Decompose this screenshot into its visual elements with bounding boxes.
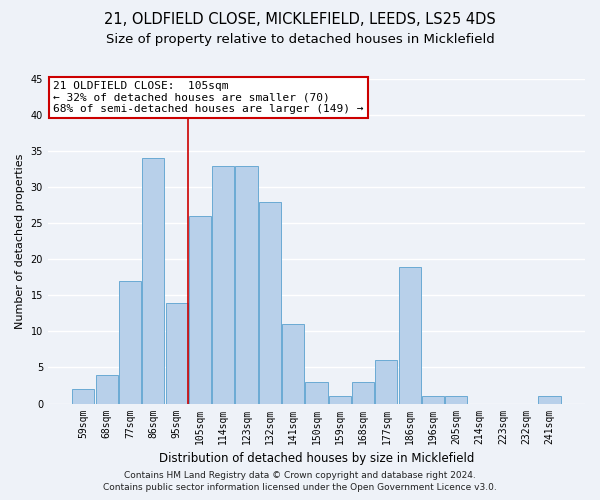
X-axis label: Distribution of detached houses by size in Micklefield: Distribution of detached houses by size … [159, 452, 474, 465]
Bar [235, 166, 257, 404]
Bar [259, 202, 281, 404]
Bar [119, 281, 141, 404]
Bar [329, 396, 351, 404]
Bar [95, 374, 118, 404]
Bar [538, 396, 560, 404]
Bar [398, 266, 421, 404]
Bar [212, 166, 235, 404]
Text: Size of property relative to detached houses in Micklefield: Size of property relative to detached ho… [106, 32, 494, 46]
Y-axis label: Number of detached properties: Number of detached properties [15, 154, 25, 329]
Bar [422, 396, 444, 404]
Bar [73, 389, 94, 404]
Bar [305, 382, 328, 404]
Text: 21 OLDFIELD CLOSE:  105sqm
← 32% of detached houses are smaller (70)
68% of semi: 21 OLDFIELD CLOSE: 105sqm ← 32% of detac… [53, 80, 364, 114]
Text: Contains HM Land Registry data © Crown copyright and database right 2024.
Contai: Contains HM Land Registry data © Crown c… [103, 471, 497, 492]
Bar [282, 324, 304, 404]
Bar [445, 396, 467, 404]
Bar [166, 302, 188, 404]
Bar [142, 158, 164, 404]
Bar [376, 360, 397, 404]
Bar [189, 216, 211, 404]
Text: 21, OLDFIELD CLOSE, MICKLEFIELD, LEEDS, LS25 4DS: 21, OLDFIELD CLOSE, MICKLEFIELD, LEEDS, … [104, 12, 496, 28]
Bar [352, 382, 374, 404]
